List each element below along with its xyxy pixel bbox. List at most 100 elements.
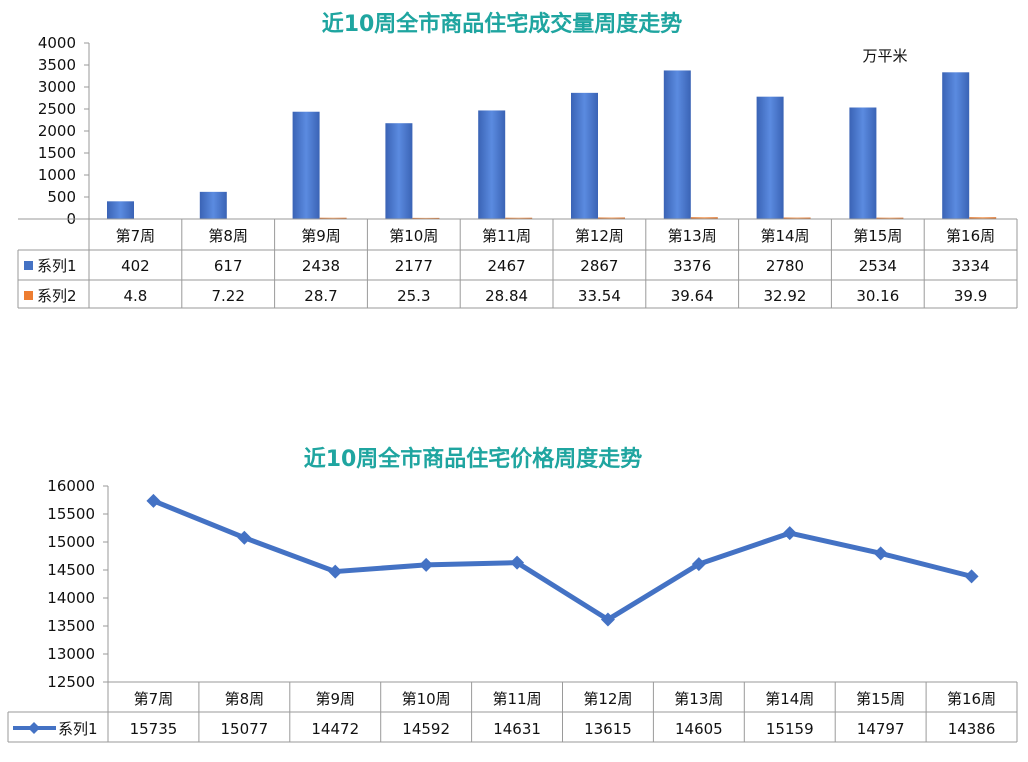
- volume-data-label: 4.8: [123, 287, 147, 305]
- volume-data-label: 2780: [766, 257, 804, 275]
- volume-x-tick-label: 第8周: [208, 227, 248, 245]
- volume-data-label: 39.64: [671, 287, 714, 305]
- volume-bar-series2: [319, 217, 347, 219]
- volume-unit-label: 万平米: [862, 47, 907, 65]
- price-y-tick-label: 13000: [47, 645, 95, 663]
- price-x-tick-label: 第13周: [674, 690, 723, 708]
- volume-data-label: 3334: [952, 257, 990, 275]
- legend-label-series1: 系列1: [37, 257, 77, 275]
- price-x-tick-label: 第10周: [402, 690, 451, 708]
- volume-data-label: 39.9: [954, 287, 987, 305]
- volume-data-label: 2177: [395, 257, 433, 275]
- volume-data-label: 402: [121, 257, 150, 275]
- price-point-marker: [691, 557, 706, 572]
- volume-data-label: 32.92: [764, 287, 807, 305]
- price-point-marker: [328, 564, 343, 579]
- volume-y-tick-label: 1000: [38, 166, 76, 184]
- volume-x-tick-label: 第15周: [853, 227, 902, 245]
- price-y-tick-label: 16000: [47, 477, 95, 495]
- volume-y-tick-label: 2500: [38, 100, 76, 118]
- price-data-table: 第7周 第8周 第9周 第10周 第11周 第12周 第13周 第14周 第15周 第16周系列1…: [7, 681, 1018, 743]
- price-x-tick-label: 第12周: [583, 690, 632, 708]
- price-point-marker: [873, 546, 888, 561]
- volume-x-tick-label: 第9周: [301, 227, 341, 245]
- volume-y-tick-label: 3000: [38, 78, 76, 96]
- price-y-tick-label: 15000: [47, 533, 95, 551]
- volume-data-label: 28.84: [485, 287, 528, 305]
- volume-data-label: 28.7: [304, 287, 337, 305]
- volume-data-label: 7.22: [211, 287, 244, 305]
- volume-data-label: 2467: [488, 257, 526, 275]
- volume-bar-series1: [663, 70, 691, 220]
- volume-bar-series1: [385, 123, 413, 219]
- price-y-tick-label: 14500: [47, 561, 95, 579]
- price-x-tick-label: 第15周: [856, 690, 905, 708]
- volume-x-tick-label: 第13周: [668, 227, 717, 245]
- price-point-marker: [600, 612, 615, 627]
- volume-x-tick-label: 第10周: [389, 227, 438, 245]
- volume-y-tick-label: 3500: [38, 56, 76, 74]
- volume-data-label: 2534: [859, 257, 897, 275]
- price-data-label: 14472: [311, 720, 359, 738]
- volume-bar-series2: [412, 217, 440, 219]
- legend-swatch-series2: [24, 291, 33, 300]
- price-chart-title: 近10周全市商品住宅价格周度走势: [304, 446, 643, 472]
- price-x-tick-label: 第14周: [765, 690, 814, 708]
- volume-bar-chart: 近10周全市商品住宅成交量周度走势 万平米 050010001500200025…: [17, 11, 1018, 309]
- legend-label-series1: 系列1: [58, 720, 98, 738]
- volume-bar-series2: [690, 217, 718, 219]
- volume-data-label: 25.3: [397, 287, 430, 305]
- price-point-marker: [782, 526, 797, 541]
- volume-data-label: 2867: [580, 257, 618, 275]
- price-y-tick-label: 14000: [47, 589, 95, 607]
- price-line-chart: 近10周全市商品住宅价格周度走势 12500 13000 13500 14000 145…: [7, 446, 1018, 743]
- price-x-tick-label: 第16周: [947, 690, 996, 708]
- price-data-label: 14592: [402, 720, 450, 738]
- volume-bar-series2: [783, 217, 811, 219]
- volume-bar-series1: [756, 96, 784, 219]
- price-point-marker: [237, 530, 252, 545]
- volume-bar-series1: [849, 107, 877, 219]
- price-x-tick-label: 第8周: [225, 690, 265, 708]
- price-data-label: 15159: [766, 720, 814, 738]
- legend-swatch-series1: [24, 261, 33, 270]
- price-y-tick-label: 15500: [47, 505, 95, 523]
- price-x-tick-label: 第7周: [134, 690, 174, 708]
- volume-data-table: 第7周 第8周 第9周 第10周 第11周 第12周 第13周 第14周 第15周 第16周系列1…: [17, 218, 1018, 309]
- volume-bar-series1: [199, 191, 227, 219]
- price-series1-line: [152, 498, 973, 623]
- volume-data-label: 2438: [302, 257, 340, 275]
- volume-bar-series2: [505, 217, 533, 219]
- volume-bar-series1: [942, 72, 970, 219]
- volume-bar-series1: [292, 111, 320, 219]
- price-point-marker: [510, 555, 525, 570]
- volume-y-tick-label: 4000: [38, 34, 76, 52]
- price-data-label: 15735: [130, 720, 178, 738]
- price-point-marker: [419, 557, 434, 572]
- price-data-label: 13615: [584, 720, 632, 738]
- volume-x-tick-label: 第16周: [946, 227, 995, 245]
- price-data-label: 14631: [493, 720, 541, 738]
- volume-y-tick-label: 1500: [38, 144, 76, 162]
- volume-chart-title: 近10周全市商品住宅成交量周度走势: [322, 11, 683, 37]
- volume-bar-series1: [107, 201, 134, 219]
- price-x-tick-label: 第11周: [493, 690, 542, 708]
- volume-bar-series2: [598, 217, 625, 219]
- price-point-marker: [146, 493, 161, 508]
- price-y-tick-label: 12500: [47, 673, 95, 691]
- volume-x-tick-label: 第12周: [575, 227, 624, 245]
- volume-bar-series2: [876, 217, 904, 219]
- price-line-series: [146, 493, 979, 627]
- volume-y-tick-label: 2000: [38, 122, 76, 140]
- price-data-label: 14797: [857, 720, 905, 738]
- legend-marker-series1: [28, 722, 40, 734]
- price-y-axis: 12500 13000 13500 14000 14500 15000 15500 16000: [47, 477, 109, 691]
- volume-data-label: 33.54: [578, 287, 621, 305]
- volume-data-label: 3376: [673, 257, 711, 275]
- volume-data-label: 30.16: [856, 287, 899, 305]
- volume-x-tick-label: 第14周: [760, 227, 809, 245]
- volume-bars: [107, 70, 997, 220]
- volume-y-tick-label: 500: [47, 188, 76, 206]
